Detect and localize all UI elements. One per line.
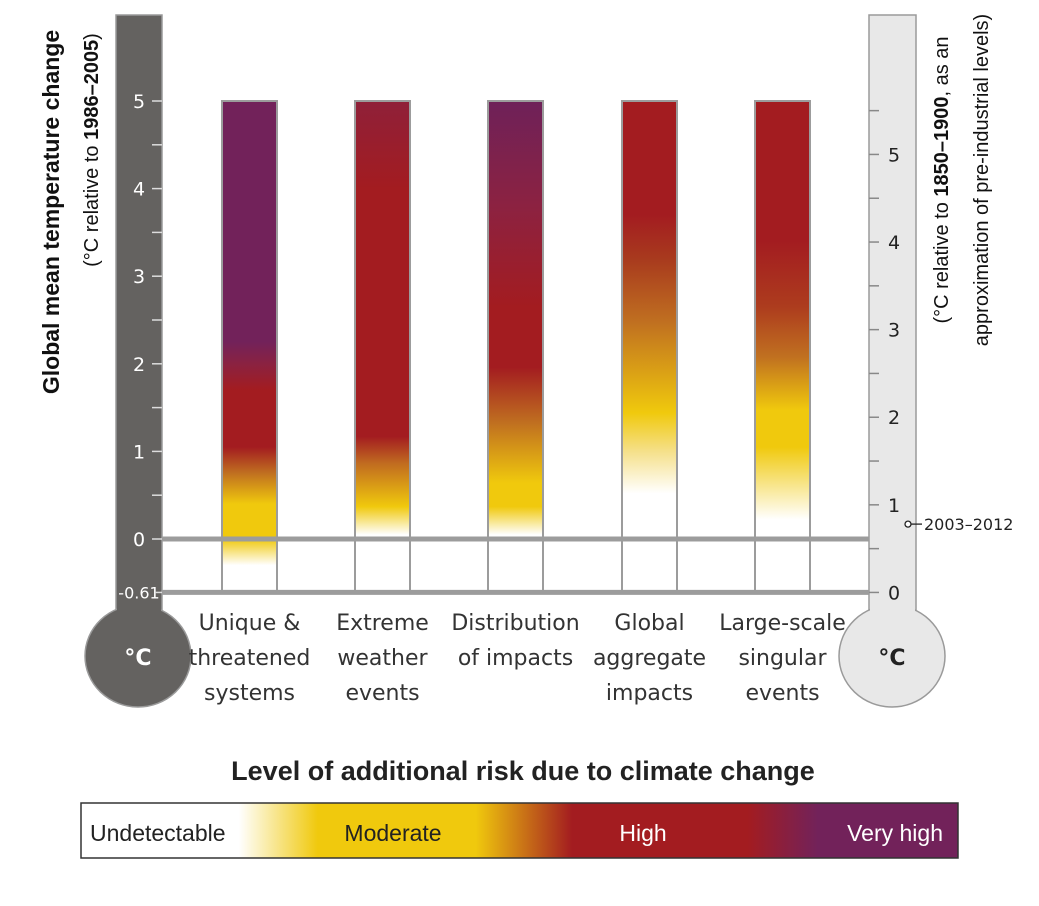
- left-tick-label: 2: [133, 354, 145, 376]
- right-thermometer: °C: [838, 14, 946, 708]
- left-bulb-unit: °C: [124, 646, 151, 671]
- category-label: systems: [204, 681, 295, 706]
- right-tick-label: 4: [888, 232, 900, 254]
- right-tick-label: 0: [888, 582, 900, 604]
- risk-bar: [754, 100, 811, 594]
- category-label: of impacts: [458, 646, 573, 671]
- category-label: Distribution: [451, 611, 579, 636]
- category-label: singular: [738, 646, 827, 671]
- right-bulb-unit: °C: [878, 646, 905, 671]
- left-tick-label: 5: [133, 91, 145, 113]
- risk-bar: [487, 100, 544, 594]
- right-tick-label: 1: [888, 495, 900, 517]
- bars: [221, 100, 811, 594]
- category-label: aggregate: [593, 646, 706, 671]
- legend-label-very-high: Very high: [847, 820, 943, 846]
- period-marker: 2003–2012: [904, 515, 1013, 534]
- right-axis-subtitle-line1: (°C relative to 1850–1900, as an: [931, 36, 953, 323]
- category-label: events: [345, 681, 419, 706]
- category-label: weather: [337, 646, 428, 671]
- risk-bar: [621, 100, 678, 594]
- left-axis-subtitle: (°C relative to 1986–2005): [81, 33, 103, 267]
- legend-title: Level of additional risk due to climate …: [231, 756, 815, 786]
- legend-label-moderate: Moderate: [344, 820, 441, 846]
- category-label: Extreme: [336, 611, 429, 636]
- risk-bar: [354, 100, 411, 594]
- category-label: events: [745, 681, 819, 706]
- category-label: Unique &: [199, 611, 301, 636]
- category-label: Large-scale: [719, 611, 846, 636]
- legend-label-undetectable: Undetectable: [90, 820, 226, 846]
- left-thermometer: °C: [84, 14, 192, 708]
- left-tick-label: 1: [133, 441, 145, 463]
- legend-colorbar: [80, 802, 959, 859]
- left-tick-label-min: -0.61: [118, 583, 159, 602]
- left-tick-label: 3: [133, 266, 145, 288]
- right-axis-subtitle-line2: approximation of pre-industrial levels): [971, 14, 993, 346]
- category-labels: Unique & threatened systems Extreme weather e…: [189, 611, 846, 706]
- right-axis-ticks: 0 1 2 3 4 5: [869, 109, 900, 604]
- marker-label: 2003–2012: [924, 515, 1013, 534]
- risk-bar: [221, 100, 278, 594]
- marker-dot: [904, 520, 912, 528]
- left-axis-title: Global mean temperature change: [38, 30, 64, 394]
- category-label: threatened: [189, 646, 311, 671]
- left-tick-label: 4: [133, 179, 145, 201]
- category-label: Global: [614, 611, 684, 636]
- right-tick-label: 5: [888, 144, 900, 166]
- category-label: impacts: [606, 681, 693, 706]
- right-tick-label: 3: [888, 320, 900, 342]
- right-tick-label: 2: [888, 407, 900, 429]
- legend-label-high: High: [619, 820, 666, 846]
- left-axis-ticks: 0 1 2 3 4 5 -0.61: [118, 91, 162, 602]
- left-tick-label: 0: [133, 529, 145, 551]
